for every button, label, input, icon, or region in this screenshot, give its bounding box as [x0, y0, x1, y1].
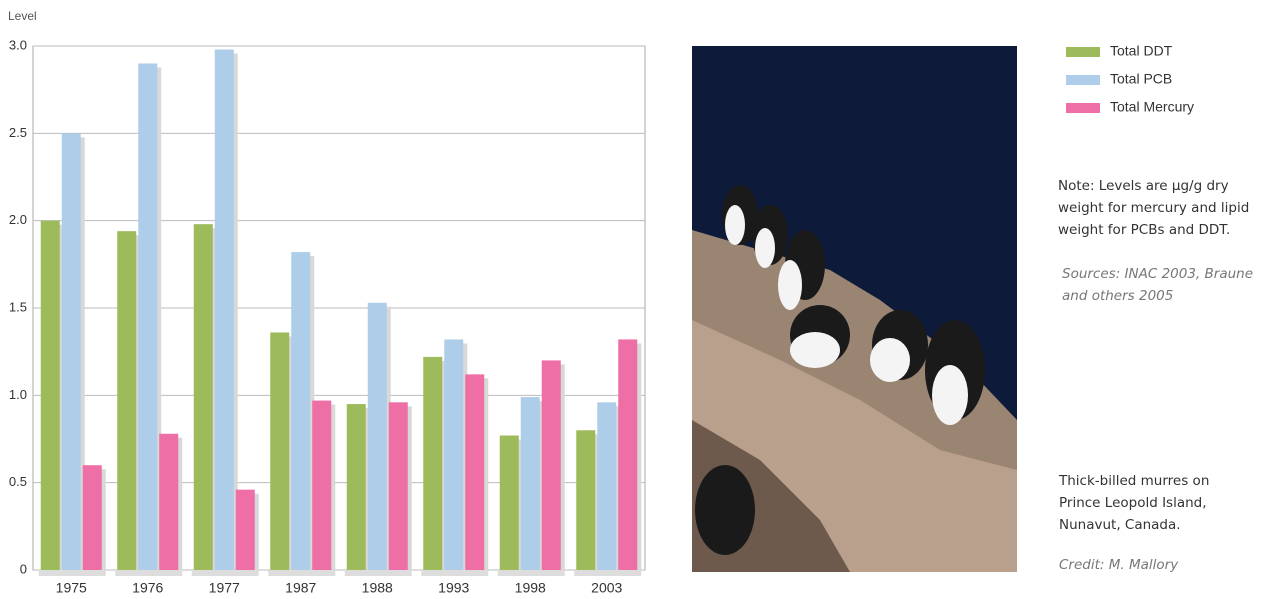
- y-tick-label: 1.5: [9, 299, 27, 314]
- legend-swatch: [1066, 75, 1100, 85]
- x-tick-label: 1987: [285, 580, 316, 596]
- category-base: [574, 570, 642, 576]
- x-tick-label: 1977: [209, 580, 240, 596]
- category-base: [38, 570, 106, 576]
- y-tick-label: 0: [20, 561, 27, 576]
- x-tick-label: 1988: [362, 580, 393, 596]
- photo: [692, 46, 1017, 572]
- credit: Credit: M. Mallory: [1059, 557, 1179, 573]
- bar: [444, 339, 464, 570]
- bar: [423, 356, 443, 570]
- y-tick-label: 2.0: [9, 212, 27, 227]
- bar: [138, 63, 158, 570]
- bar: [214, 49, 234, 570]
- bar: [346, 404, 366, 570]
- bar: [576, 430, 596, 570]
- caption: Thick-billed murres on Prince Leopold Is…: [1059, 473, 1210, 533]
- bar: [82, 465, 102, 570]
- bar: [159, 433, 179, 570]
- y-tick-label: 0.5: [9, 474, 27, 489]
- bar: [541, 360, 561, 570]
- bar: [499, 435, 519, 570]
- x-tick-label: 1998: [515, 580, 546, 596]
- x-tick-label: 1993: [438, 580, 469, 596]
- y-tick-label: 3.0: [9, 37, 27, 52]
- category-base: [268, 570, 336, 576]
- category-base: [421, 570, 489, 576]
- category-base: [191, 570, 259, 576]
- bar: [465, 374, 485, 570]
- legend-swatch: [1066, 47, 1100, 57]
- x-tick-label: 1975: [56, 580, 87, 596]
- bar: [270, 332, 290, 570]
- x-tick-label: 2003: [591, 580, 622, 596]
- bar: [312, 400, 332, 570]
- bar: [117, 231, 137, 570]
- bar: [388, 402, 408, 570]
- bar: [618, 339, 638, 570]
- bar: [193, 224, 213, 570]
- legend-swatch: [1066, 103, 1100, 113]
- y-axis-label: Level: [8, 9, 37, 23]
- y-tick-label: 2.5: [9, 125, 27, 140]
- note: Note: Levels are µg/g dry weight for mer…: [1058, 178, 1250, 238]
- bar: [520, 397, 540, 570]
- sources: Sources: INAC 2003, Braune and others 20…: [1062, 266, 1254, 304]
- category-base: [497, 570, 565, 576]
- x-tick-label: 1976: [132, 580, 163, 596]
- legend-label: Total DDT: [1110, 43, 1173, 59]
- bar: [40, 220, 60, 570]
- category-base: [115, 570, 183, 576]
- bar: [235, 489, 255, 570]
- bar: [291, 252, 311, 570]
- bar: [597, 402, 617, 570]
- legend-label: Total PCB: [1110, 71, 1172, 87]
- legend-label: Total Mercury: [1110, 99, 1194, 115]
- bar: [367, 302, 387, 570]
- category-base: [344, 570, 412, 576]
- y-tick-label: 1.0: [9, 387, 27, 402]
- bar: [61, 133, 81, 571]
